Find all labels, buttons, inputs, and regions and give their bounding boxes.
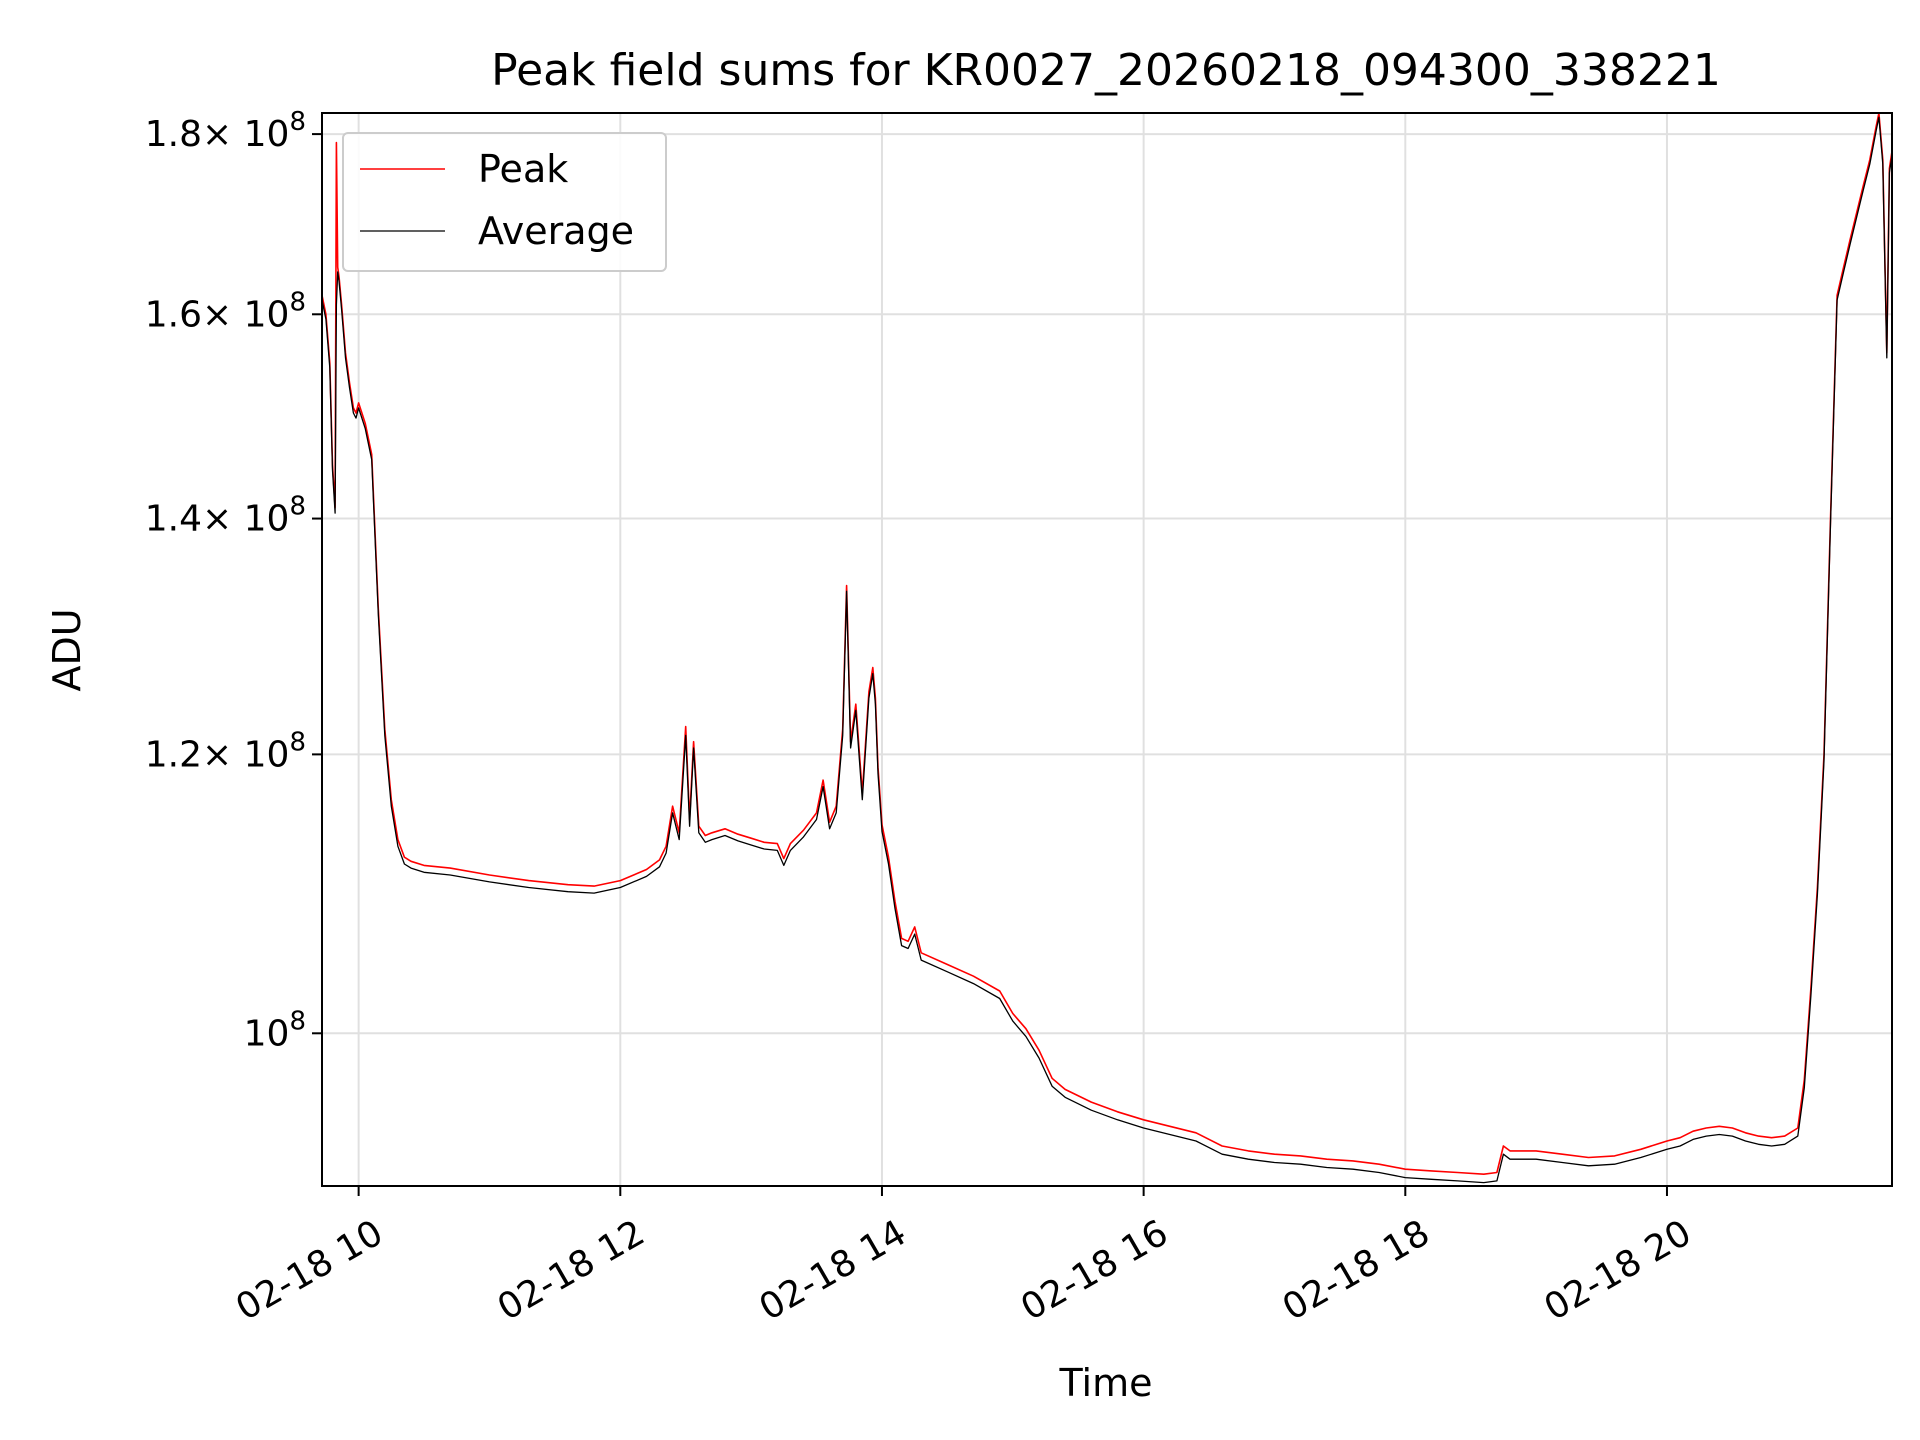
y-axis-label: ADU — [45, 608, 89, 691]
legend-label-peak: Peak — [478, 147, 568, 191]
legend-box — [342, 132, 667, 272]
legend-label-average: Average — [478, 209, 634, 253]
y-axis: 108 1.2× 108 1.4× 108 1.6× 108 1.8× 108 — [145, 107, 322, 1054]
plot-area — [321, 112, 1893, 1184]
series-line-average — [321, 116, 1893, 1184]
chart-title: Peak field sums for KR0027_20260218_0943… — [491, 45, 1721, 96]
y-tick-label: 1.8× 108 — [145, 107, 306, 155]
y-tick-label: 1.4× 108 — [145, 492, 306, 540]
y-tick-label: 1.2× 108 — [145, 727, 306, 775]
x-axis-label: Time — [1059, 1361, 1153, 1405]
y-tick-label: 1.6× 108 — [145, 287, 306, 335]
y-tick-label: 108 — [244, 1006, 306, 1054]
plot-frame — [321, 112, 1893, 1187]
legend: Peak Average — [342, 132, 667, 272]
series-line-peak — [321, 112, 1893, 1175]
